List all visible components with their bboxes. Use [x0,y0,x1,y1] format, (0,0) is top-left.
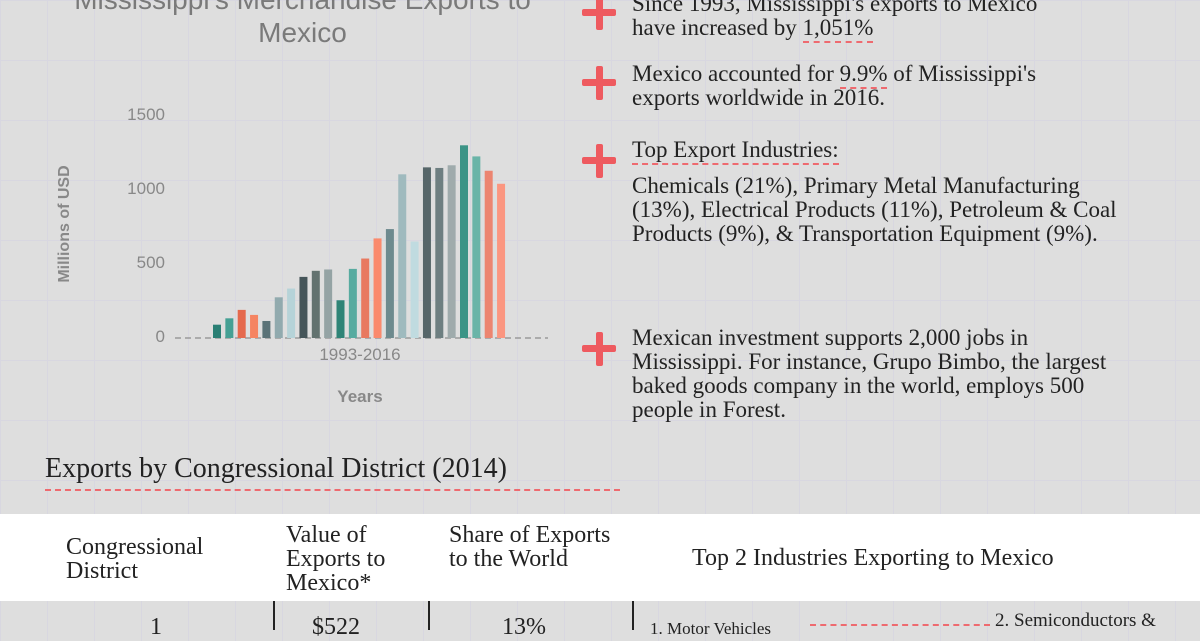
industry-2-cell: 2. Semiconductors & [995,610,1156,631]
fact-text: exports worldwide in 2016. [632,85,885,110]
bar-1994 [225,318,234,338]
fact-text: Mexico accounted for [632,61,840,86]
x-axis-label: Years [337,387,383,406]
chart-title: Mississippi's Merchandise Exports to Mex… [74,0,531,48]
fact-text: Since 1993, Mississippi's exports to Mex… [632,0,1038,16]
bar-2004 [348,268,357,338]
column-divider [428,601,430,630]
bar-2014 [472,156,481,338]
column-divider [632,601,634,630]
bar-2005 [361,258,370,338]
bar-2008 [398,174,407,338]
plus-icon [580,330,618,368]
bar-2013 [460,145,468,338]
table-row: 1 $522 13% 1. Motor Vehicles 2. Semicond… [0,601,1200,640]
bar-1996 [250,314,259,338]
bar-2003 [336,300,345,338]
bar-2007 [385,229,394,338]
y-tick: 1500 [127,105,165,124]
section-heading: Top Export Industries: [632,137,839,165]
bar-2015 [484,170,493,338]
bar-2000 [299,276,308,338]
bar-2006 [373,238,382,338]
column-divider [273,601,275,630]
x-tick-label: 1993-2016 [319,345,401,364]
fact-text: have increased by [632,15,803,40]
bar-2011 [435,167,444,338]
fact-mexican-investment: Mexican investment supports 2,000 jobs i… [632,325,1107,422]
column-header: Top 2 Industries Exporting to Mexico [692,545,1054,571]
fact-exports-increase: Since 1993, Mississippi's exports to Mex… [632,0,1152,43]
bar-2002 [324,269,333,338]
section-title: Exports by Congressional District (2014) [45,453,620,491]
bar-1993 [213,324,221,338]
share-cell: 13% [502,614,546,640]
bar-2009 [410,241,419,338]
bar-1997 [262,320,271,338]
fact-text: of Mississippi's [887,61,1037,86]
fact-top-industries: Top Export Industries: Chemicals (21%), … [632,137,1152,246]
highlight-value: 1,051% [802,15,874,43]
plus-icon [580,142,618,180]
y-tick: 500 [136,253,165,272]
district-cell: 1 [150,614,162,640]
column-header: Congressional District [66,534,204,584]
fact-text: Chemicals (21%), Primary Metal Manufactu… [632,173,1117,246]
column-header: Value of Exports to Mexico* [286,522,386,596]
plus-icon [580,64,618,102]
bar-2001 [311,270,320,338]
y-tick: 1000 [127,179,165,198]
column-header: Share of Exports to the World [449,522,611,572]
plus-icon [580,0,618,32]
leader-line [810,624,990,626]
bar-2012 [447,165,456,338]
highlight-value: 9.9% [839,61,888,89]
y-tick: 0 [155,327,165,346]
fact-share-of-exports: Mexico accounted for 9.9% of Mississippi… [632,61,1152,110]
industry-1-cell: 1. Motor Vehicles [650,619,772,638]
bar-chart [175,145,548,339]
bar-1998 [274,297,283,338]
value-cell: $522 [312,614,360,640]
bar-2016 [497,183,506,338]
table-header: Congressional District Value of Exports … [0,514,1200,601]
bar-1999 [287,288,296,338]
bar-1995 [237,309,246,338]
bar-2010 [422,167,431,338]
